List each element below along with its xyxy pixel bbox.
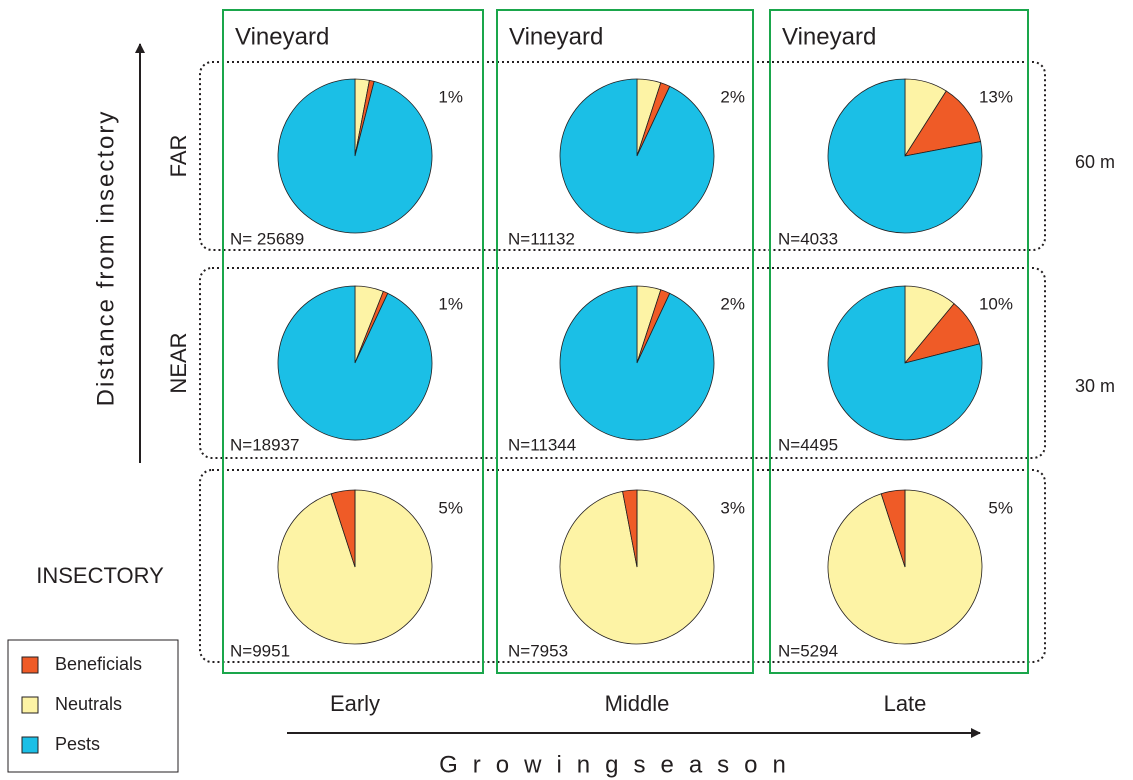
column-title: Vineyard — [782, 23, 876, 50]
legend-label: Pests — [55, 734, 100, 754]
column-box — [496, 9, 754, 674]
pie-slice — [559, 285, 715, 441]
n-label: N=9951 — [230, 641, 290, 660]
row-label: FAR — [166, 135, 191, 178]
n-label: N=4033 — [778, 229, 838, 248]
value-label: 13% — [979, 87, 1013, 106]
pie-slice — [827, 285, 983, 441]
n-label: N= 25689 — [230, 229, 304, 248]
row-box — [199, 469, 1046, 663]
legend-swatch — [21, 696, 39, 714]
season-label: Early — [330, 691, 380, 716]
pie-slice — [277, 78, 433, 234]
column-boxes — [222, 9, 1029, 674]
value-label: 2% — [720, 294, 745, 313]
n-label: N=7953 — [508, 641, 568, 660]
n-label: N=11132 — [508, 229, 575, 248]
value-label: 1% — [438, 294, 463, 313]
row-box — [199, 267, 1046, 459]
legend-swatch — [21, 656, 39, 674]
distance-label: 30 m — [1075, 376, 1115, 396]
y-axis-title: Distance from insectory — [92, 110, 119, 407]
n-label: N=4495 — [778, 435, 838, 454]
row-label: NEAR — [166, 332, 191, 393]
distance-label: 60 m — [1075, 152, 1115, 172]
season-label: Late — [884, 691, 927, 716]
pie-slice — [904, 90, 982, 157]
n-label: N=11344 — [508, 435, 576, 454]
value-label: 1% — [438, 87, 463, 106]
column-title: Vineyard — [509, 23, 603, 50]
value-label: 2% — [720, 87, 745, 106]
legend-swatch — [21, 736, 39, 754]
n-label: N=5294 — [778, 641, 838, 660]
legend-label: Beneficials — [55, 654, 142, 674]
value-label: 5% — [438, 498, 463, 517]
pie-slice — [277, 285, 433, 441]
column-box — [222, 9, 484, 674]
row-label: INSECTORY — [36, 563, 164, 588]
n-label: N=18937 — [230, 435, 299, 454]
row-box — [199, 61, 1046, 251]
pie-slice — [827, 78, 983, 234]
value-label: 5% — [988, 498, 1013, 517]
season-label: Middle — [605, 691, 670, 716]
column-title: Vineyard — [235, 23, 329, 50]
legend-label: Neutrals — [55, 694, 122, 714]
x-axis-title: Growingseason — [439, 751, 801, 778]
value-label: 3% — [720, 498, 745, 517]
row-boxes — [199, 61, 1046, 663]
pie-slice — [559, 78, 715, 234]
value-label: 10% — [979, 294, 1013, 313]
column-box — [769, 9, 1029, 674]
